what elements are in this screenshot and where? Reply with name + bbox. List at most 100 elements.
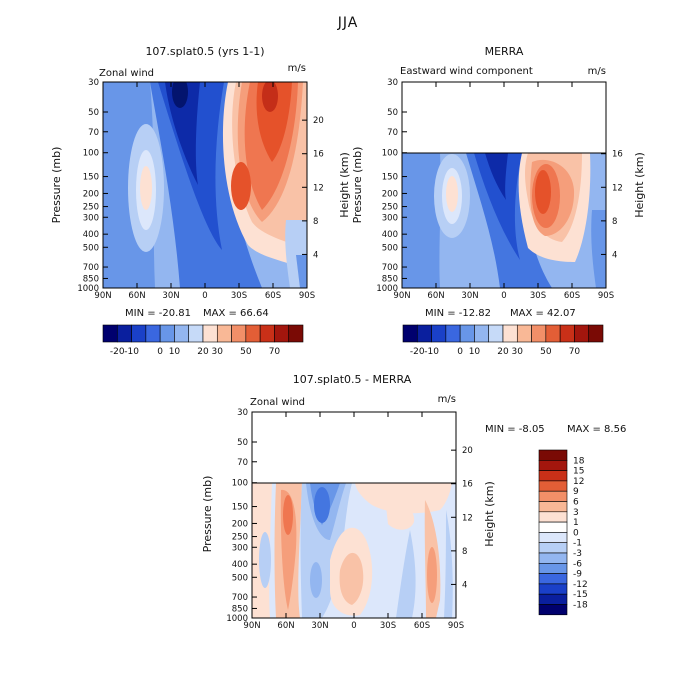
- colorbar-label: 0: [157, 347, 163, 357]
- colorbar-label: 9: [573, 487, 579, 497]
- y-tick-label: 70: [237, 458, 248, 468]
- y-axis-label: Pressure (mb): [351, 147, 364, 224]
- max-label: MAX = 66.64: [203, 308, 269, 319]
- y-tick-label: 70: [387, 128, 398, 138]
- field-label: Zonal wind: [250, 397, 305, 408]
- contour-region: [296, 255, 307, 288]
- colorbar-swatch: [545, 324, 561, 343]
- y-tick-label: 500: [232, 573, 248, 583]
- colorbar-label: 10: [169, 347, 181, 357]
- colorbar-label: 70: [569, 347, 581, 357]
- colorbar-label: 12: [573, 477, 584, 487]
- colorbar-swatch: [431, 324, 447, 343]
- panel-title: MERRA: [485, 45, 524, 58]
- x-tick-label: 0: [202, 291, 207, 301]
- y-tick-label: 150: [382, 173, 398, 183]
- colorbar-swatch: [538, 562, 568, 574]
- contour-region: [231, 162, 251, 210]
- colorbar: -20 -10 0 10 20 30 50 70: [402, 324, 604, 357]
- colorbar-swatch: [538, 470, 568, 482]
- y-tick-label: 100: [232, 479, 248, 489]
- colorbar-swatch: [488, 324, 504, 343]
- y-tick-label: 300: [83, 213, 99, 223]
- colorbar-label: 20: [197, 347, 209, 357]
- x-tick-label: 90N: [393, 291, 410, 301]
- y-tick-label: 1000: [77, 284, 99, 294]
- colorbar-label: 3: [573, 508, 579, 518]
- y-tick-label: 50: [237, 438, 248, 448]
- max-label: MAX = 42.07: [510, 308, 576, 319]
- colorbar-swatch: [131, 324, 147, 343]
- y-tick-label: 150: [83, 173, 99, 183]
- colorbar-label: 18: [573, 456, 585, 466]
- colorbar-swatch: [531, 324, 547, 343]
- y-tick-label: 400: [232, 560, 248, 570]
- y2-tick-label: 4: [612, 250, 617, 260]
- y-tick-label: 30: [387, 78, 398, 88]
- y-tick-label: 700: [382, 263, 398, 273]
- y-tick-label: 100: [83, 149, 99, 159]
- contour-region: [140, 166, 152, 210]
- x-tick-label: 90N: [243, 621, 260, 631]
- y-tick-label: 250: [232, 533, 248, 543]
- contour-region: [314, 487, 330, 523]
- colorbar-label: -15: [573, 590, 588, 600]
- x-tick-label: 30S: [231, 291, 247, 301]
- colorbar-label: -9: [573, 570, 582, 580]
- x-tick-label: 0: [351, 621, 356, 631]
- colorbar-swatch: [174, 324, 190, 343]
- contour-region: [485, 153, 508, 200]
- colorbar-swatch: [245, 324, 261, 343]
- colorbar-swatch: [445, 324, 461, 343]
- y2-tick-label: 4: [313, 250, 318, 260]
- colorbar-swatch: [574, 324, 590, 343]
- x-tick-label: 60N: [277, 621, 294, 631]
- y-tick-label: 250: [83, 203, 99, 213]
- colorbar-label: 20: [497, 347, 509, 357]
- y-tick-label: 400: [83, 230, 99, 240]
- y2-axis-label: Height (km): [338, 152, 351, 218]
- colorbar-label: 0: [573, 528, 579, 538]
- contour-region: [386, 503, 415, 530]
- colorbar-swatch: [538, 573, 568, 585]
- colorbar-swatch: [116, 324, 132, 343]
- colorbar-swatch: [259, 324, 275, 343]
- colorbar-swatch: [416, 324, 432, 343]
- units-label: m/s: [288, 63, 306, 74]
- units-label: m/s: [588, 66, 606, 77]
- colorbar-label: -1: [573, 539, 582, 549]
- y2-tick-label: 16: [462, 480, 473, 490]
- y2-tick-label: 12: [462, 513, 473, 523]
- y-tick-label: 850: [232, 604, 248, 614]
- colorbar-label: -20: [110, 347, 125, 357]
- y-axis-label: Pressure (mb): [50, 147, 63, 224]
- y2-tick-label: 4: [462, 580, 467, 590]
- y2-tick-label: 12: [612, 183, 623, 193]
- colorbar: -20 -10 0 10 20 30 50 70: [102, 324, 304, 357]
- heatmap-field: [103, 82, 307, 288]
- min-label: MIN = -12.82: [425, 308, 491, 319]
- y2-tick-label: 8: [462, 547, 467, 557]
- y-tick-label: 850: [83, 274, 99, 284]
- colorbar-label: -10: [124, 347, 139, 357]
- colorbar-swatch: [538, 490, 568, 502]
- contour-region: [591, 210, 606, 288]
- y-tick-label: 100: [382, 149, 398, 159]
- contour-region: [396, 530, 416, 618]
- colorbar-swatch: [188, 324, 204, 343]
- colorbar-swatch: [474, 324, 490, 343]
- heatmap-field: [402, 153, 606, 288]
- colorbar-swatch: [538, 542, 568, 554]
- x-tick-label: 90N: [94, 291, 111, 301]
- colorbar-swatch: [102, 324, 118, 343]
- max-label: MAX = 8.56: [567, 424, 626, 435]
- colorbar-swatch: [538, 511, 568, 523]
- y-tick-label: 200: [83, 189, 99, 199]
- colorbar-label: 30: [512, 347, 524, 357]
- contour-region: [402, 153, 441, 288]
- colorbar-swatch: [538, 583, 568, 595]
- field-label: Eastward wind component: [400, 66, 533, 77]
- colorbar-label: 6: [573, 498, 579, 508]
- min-label: MIN = -20.81: [125, 308, 191, 319]
